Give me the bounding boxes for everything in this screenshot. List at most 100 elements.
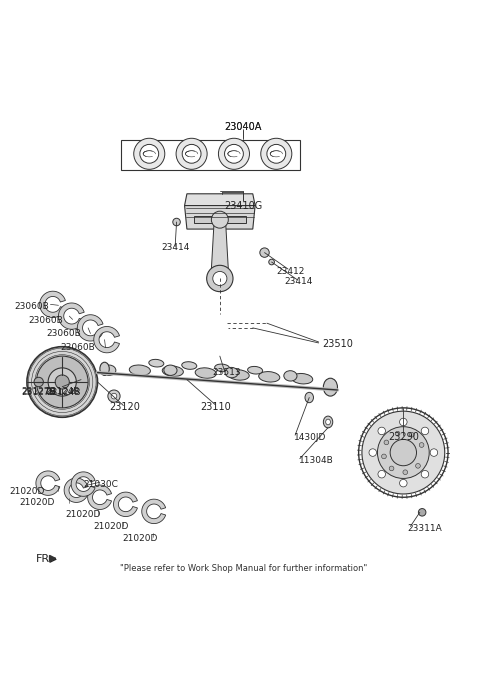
Circle shape (108, 390, 120, 402)
Circle shape (395, 432, 400, 436)
Text: 23127B: 23127B (22, 389, 56, 397)
Text: 23311A: 23311A (407, 524, 442, 534)
Text: 21020D: 21020D (9, 486, 44, 496)
Text: 23412: 23412 (276, 267, 305, 276)
Circle shape (377, 427, 429, 478)
Text: FR.: FR. (36, 554, 53, 564)
Bar (194, 216, 246, 223)
Circle shape (403, 470, 408, 475)
Circle shape (36, 356, 88, 408)
Text: 21030C: 21030C (84, 479, 119, 488)
Circle shape (140, 144, 159, 163)
Ellipse shape (182, 362, 197, 369)
Circle shape (261, 138, 292, 170)
Text: 21020D: 21020D (20, 499, 55, 508)
Text: 23120: 23120 (109, 402, 140, 412)
Text: 23510: 23510 (323, 339, 353, 349)
Circle shape (421, 428, 429, 435)
Circle shape (384, 440, 389, 445)
Text: 23110: 23110 (200, 402, 230, 412)
Bar (121, 140, 300, 170)
Circle shape (267, 144, 286, 163)
Circle shape (173, 218, 180, 226)
Text: 1430JD: 1430JD (294, 432, 326, 442)
Polygon shape (184, 206, 255, 229)
Ellipse shape (326, 419, 330, 425)
Ellipse shape (284, 371, 297, 381)
Circle shape (176, 138, 207, 170)
Circle shape (399, 479, 407, 487)
Circle shape (362, 411, 445, 494)
Polygon shape (184, 194, 255, 206)
Text: 23414: 23414 (285, 277, 313, 287)
Ellipse shape (324, 378, 337, 396)
Text: "Please refer to Work Shop Manual for further information": "Please refer to Work Shop Manual for fu… (120, 564, 367, 573)
Ellipse shape (228, 369, 249, 380)
Polygon shape (59, 303, 84, 329)
Circle shape (416, 464, 420, 468)
Text: 23060B: 23060B (60, 343, 95, 352)
Circle shape (382, 454, 386, 459)
Text: 23410G: 23410G (224, 202, 263, 211)
Polygon shape (40, 291, 65, 317)
Text: 21020D: 21020D (122, 534, 157, 542)
Ellipse shape (100, 363, 109, 376)
Circle shape (134, 138, 165, 170)
Ellipse shape (103, 365, 116, 376)
Ellipse shape (305, 393, 313, 403)
Text: 23127B: 23127B (22, 387, 56, 396)
Circle shape (378, 428, 385, 435)
Ellipse shape (129, 365, 150, 376)
Text: 23040A: 23040A (225, 122, 262, 131)
Ellipse shape (149, 359, 164, 367)
Ellipse shape (225, 367, 238, 378)
Circle shape (27, 347, 97, 417)
Circle shape (218, 138, 250, 170)
Text: 23513: 23513 (213, 368, 241, 377)
Polygon shape (36, 471, 60, 495)
Text: 23060B: 23060B (14, 302, 49, 311)
Polygon shape (64, 478, 88, 503)
Circle shape (419, 508, 426, 516)
Text: 23290: 23290 (388, 432, 419, 442)
Text: 21020D: 21020D (93, 522, 128, 531)
Text: 23124B: 23124B (45, 387, 80, 396)
Polygon shape (142, 499, 166, 523)
Circle shape (55, 375, 69, 389)
Text: 23060B: 23060B (46, 329, 81, 338)
Ellipse shape (259, 371, 280, 382)
Circle shape (34, 378, 43, 386)
Circle shape (269, 259, 275, 265)
Text: 23124B: 23124B (47, 389, 81, 397)
Circle shape (430, 449, 438, 456)
Polygon shape (71, 472, 95, 497)
Text: 23060B: 23060B (28, 316, 63, 326)
Circle shape (399, 418, 407, 425)
Ellipse shape (195, 368, 216, 378)
Circle shape (419, 443, 424, 447)
Ellipse shape (164, 365, 177, 376)
Text: 23414: 23414 (161, 244, 189, 252)
Ellipse shape (292, 373, 313, 384)
Ellipse shape (324, 416, 333, 428)
Ellipse shape (215, 364, 230, 371)
Circle shape (369, 449, 376, 456)
Circle shape (260, 248, 269, 257)
Circle shape (48, 368, 76, 396)
Text: 11304B: 11304B (299, 456, 334, 465)
Ellipse shape (248, 367, 263, 374)
Circle shape (390, 439, 417, 466)
Polygon shape (77, 315, 103, 341)
Circle shape (182, 144, 201, 163)
Circle shape (211, 211, 228, 228)
Circle shape (389, 466, 394, 471)
Circle shape (111, 393, 117, 399)
Circle shape (421, 471, 429, 478)
Text: 23040A: 23040A (225, 122, 262, 131)
Circle shape (213, 272, 227, 285)
Polygon shape (114, 492, 137, 516)
Circle shape (409, 432, 414, 437)
Polygon shape (94, 326, 120, 353)
Polygon shape (88, 485, 111, 510)
Text: 21020D: 21020D (66, 510, 101, 519)
